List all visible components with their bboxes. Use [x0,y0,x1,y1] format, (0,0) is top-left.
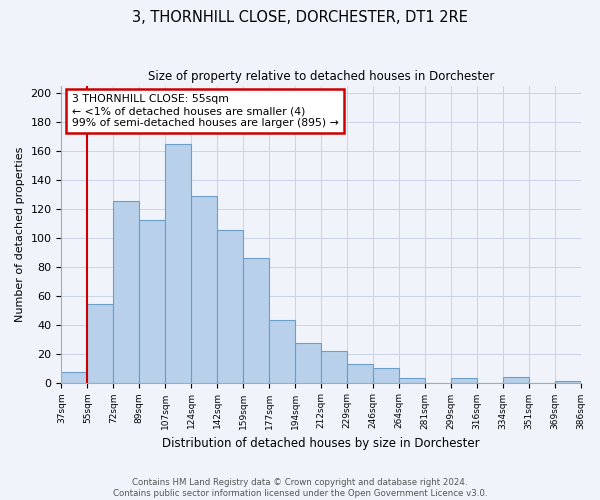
Bar [88,304,113,382]
Bar [243,258,269,382]
Bar [451,378,476,382]
Bar [321,350,347,382]
Title: Size of property relative to detached houses in Dorchester: Size of property relative to detached ho… [148,70,494,83]
Text: 3 THORNHILL CLOSE: 55sqm
← <1% of detached houses are smaller (4)
99% of semi-de: 3 THORNHILL CLOSE: 55sqm ← <1% of detach… [72,94,338,128]
Bar [347,364,373,382]
X-axis label: Distribution of detached houses by size in Dorchester: Distribution of detached houses by size … [162,437,480,450]
Bar [399,378,425,382]
Text: 3, THORNHILL CLOSE, DORCHESTER, DT1 2RE: 3, THORNHILL CLOSE, DORCHESTER, DT1 2RE [132,10,468,25]
Bar [373,368,399,382]
Y-axis label: Number of detached properties: Number of detached properties [15,146,25,322]
Bar [191,196,217,382]
Bar [61,372,88,382]
Bar [165,144,191,382]
Bar [139,220,165,382]
Bar [269,320,295,382]
Bar [554,381,581,382]
Bar [295,344,321,382]
Bar [113,202,139,382]
Bar [503,377,529,382]
Bar [217,230,243,382]
Text: Contains HM Land Registry data © Crown copyright and database right 2024.
Contai: Contains HM Land Registry data © Crown c… [113,478,487,498]
